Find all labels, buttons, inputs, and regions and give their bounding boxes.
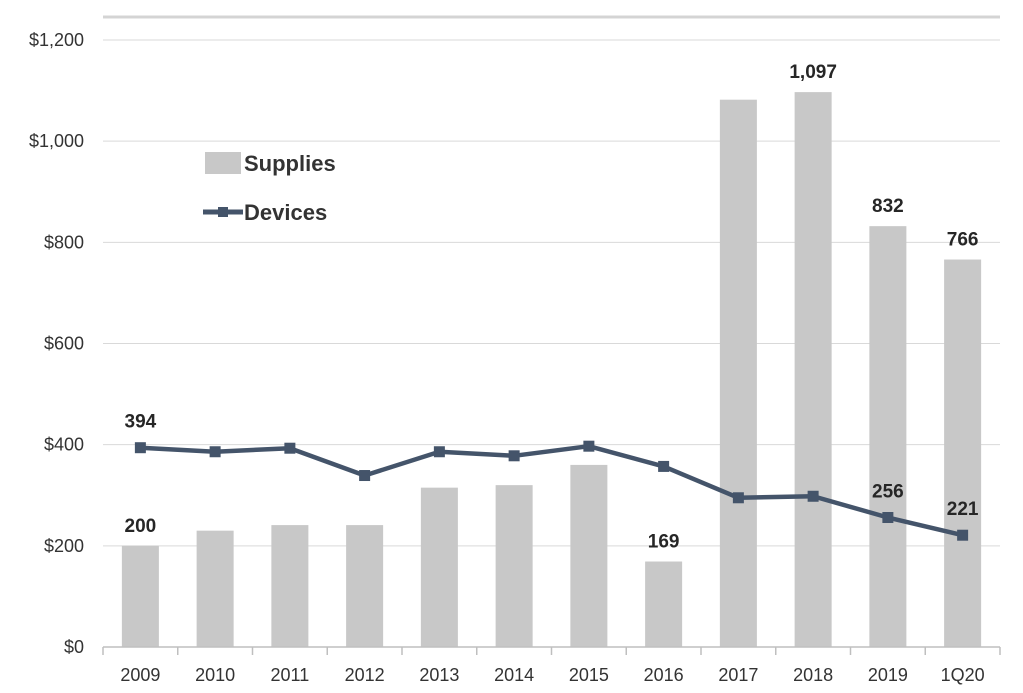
devices-marker	[134, 442, 146, 454]
x-tick-label: 2018	[793, 665, 833, 685]
devices-marker	[284, 442, 296, 454]
x-tick-label: 2014	[494, 665, 534, 685]
devices-data-label: 394	[125, 412, 157, 433]
y-tick-label: $400	[44, 435, 84, 455]
supplies-data-label: 200	[125, 516, 157, 537]
supplies-bar	[495, 485, 533, 647]
legend-devices-label: Devices	[244, 200, 327, 225]
y-tick-label: $0	[64, 637, 84, 657]
supplies-data-label: 169	[648, 532, 680, 553]
x-tick-label: 2013	[419, 665, 459, 685]
y-tick-label: $200	[44, 536, 84, 556]
gridlines	[103, 39, 1000, 547]
devices-marker	[359, 470, 371, 482]
y-tick-label: $600	[44, 334, 84, 354]
legend-supplies-label: Supplies	[244, 151, 336, 176]
legend-supplies-swatch	[205, 152, 241, 174]
y-tick-label: $800	[44, 232, 84, 252]
supplies-bar	[645, 561, 683, 647]
supplies-bar	[794, 92, 832, 647]
legend-devices-marker	[218, 207, 228, 217]
supplies-bar	[570, 464, 608, 647]
x-tick-label: 1Q20	[941, 665, 985, 685]
devices-marker	[732, 492, 744, 504]
devices-marker	[658, 460, 670, 472]
supplies-bars	[121, 92, 982, 647]
x-tick-label: 2009	[120, 665, 160, 685]
supplies-data-label: 832	[872, 196, 904, 217]
supplies-bar	[944, 259, 982, 647]
devices-line	[140, 443, 964, 538]
devices-marker	[583, 440, 595, 452]
supplies-bar	[869, 226, 907, 647]
supplies-bar	[271, 525, 309, 647]
devices-marker	[508, 450, 520, 462]
devices-marker	[957, 529, 969, 541]
x-tick-label: 2012	[345, 665, 385, 685]
y-tick-label: $1,000	[29, 131, 84, 151]
devices-marker	[433, 446, 445, 458]
x-tick-label: 2019	[868, 665, 908, 685]
supplies-bar	[719, 99, 757, 647]
devices-marker	[209, 446, 221, 458]
supplies-bar	[196, 530, 234, 647]
supplies-bar	[346, 525, 384, 647]
x-tick-label: 2010	[195, 665, 235, 685]
x-tick-label: 2015	[569, 665, 609, 685]
devices-line-group	[134, 440, 969, 541]
legend: Supplies Devices	[203, 151, 336, 225]
y-tick-label: $1,200	[29, 30, 84, 50]
devices-marker	[882, 512, 894, 524]
devices-marker	[807, 490, 819, 502]
axes: $0 $200 $400 $600 $800 $1,000 $1,200 2009 2010 20…	[29, 30, 1001, 685]
x-tick-label: 2016	[644, 665, 684, 685]
x-tick-label: 2011	[271, 665, 310, 685]
supplies-bar	[420, 487, 458, 647]
supplies-data-label: 1,097	[789, 62, 837, 83]
devices-data-label: 256	[872, 482, 904, 503]
x-tick-label: 2017	[718, 665, 758, 685]
devices-data-label: 221	[947, 499, 979, 520]
data-labels: 200 169 1,097 832 766 394 256 221	[125, 62, 979, 552]
supplies-data-label: 766	[947, 230, 979, 251]
supplies-bar	[121, 545, 159, 647]
